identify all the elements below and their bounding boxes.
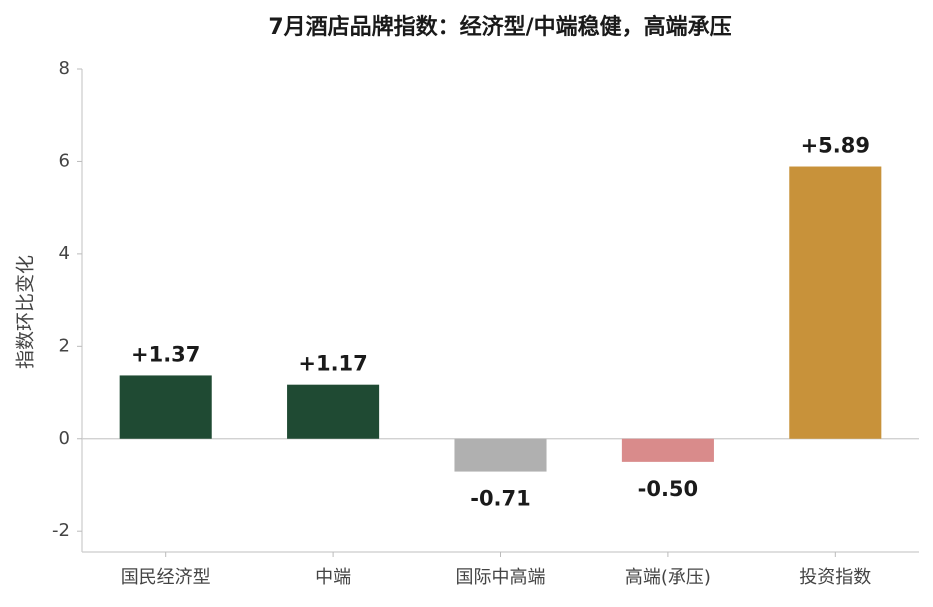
- y-tick-label: 0: [59, 428, 70, 449]
- y-tick-label: 4: [59, 243, 70, 264]
- x-tick-label: 高端(承压): [625, 567, 711, 588]
- x-tick-label: 投资指数: [799, 567, 871, 588]
- bar: [119, 375, 212, 439]
- y-tick-label: -2: [52, 520, 70, 541]
- value-label: -0.50: [638, 477, 699, 501]
- chart-title: 7月酒店品牌指数：经济型/中端稳健，高端承压: [268, 14, 731, 40]
- x-tick-label: 国民经济型: [121, 567, 211, 588]
- value-label: -0.71: [470, 487, 531, 511]
- bar: [789, 166, 882, 439]
- x-tick-label: 国际中高端: [456, 567, 546, 588]
- x-tick-label: 中端: [315, 567, 351, 588]
- y-tick-label: 6: [59, 150, 70, 171]
- bar: [621, 438, 714, 462]
- value-label: +5.89: [801, 134, 870, 158]
- y-tick-label: 2: [59, 335, 70, 356]
- value-label: +1.37: [131, 342, 200, 366]
- bar: [454, 438, 547, 472]
- y-tick-label: 8: [59, 58, 70, 79]
- value-label: +1.17: [298, 352, 367, 376]
- bar: [287, 384, 380, 439]
- y-axis-label: 指数环比变化: [15, 255, 37, 369]
